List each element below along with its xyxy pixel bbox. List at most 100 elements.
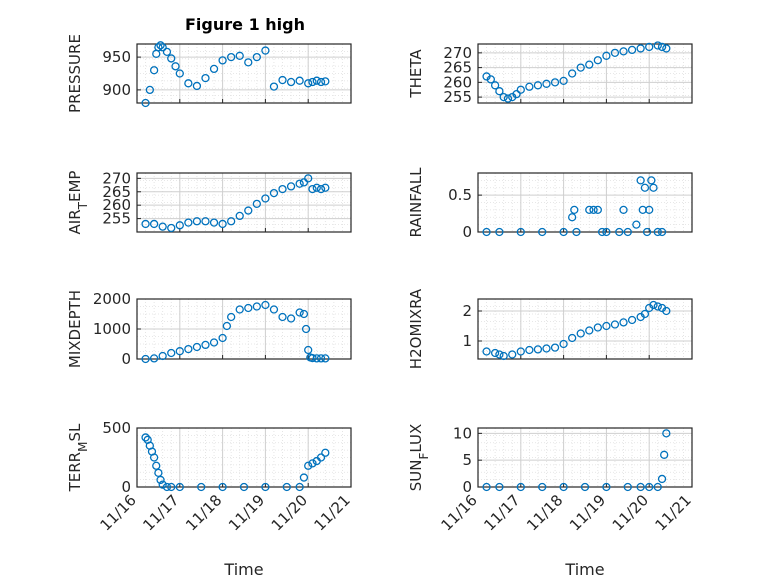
data-point <box>295 308 304 317</box>
y-axis-label-4: RAINFALL <box>407 167 425 238</box>
data-point <box>495 87 504 96</box>
data-point <box>538 227 547 237</box>
data-point <box>321 77 330 86</box>
data-point <box>559 76 568 86</box>
data-point <box>218 482 227 492</box>
data-point <box>550 78 560 87</box>
subplot-8: 0 5 10 11/16 11/17 11/18 11/19 11/20 11/21 Time SU… <box>407 424 695 579</box>
data-point <box>615 227 624 237</box>
data-point <box>244 206 253 215</box>
axes-box <box>477 172 693 233</box>
subplot-4: 0 0.5 RAINFALL <box>407 167 693 241</box>
data-point <box>499 92 508 102</box>
x-axis-label: Time <box>223 560 263 579</box>
data-point <box>570 205 579 215</box>
data-point <box>235 211 244 221</box>
y-axis-label-7: TERRMSL <box>66 423 90 492</box>
data-point <box>278 184 287 194</box>
data-point <box>201 340 210 350</box>
data-point <box>261 482 270 492</box>
data-point <box>486 75 495 84</box>
subplot-7: 0 500 11/16 11/17 11/18 11/19 11/20 11/21 Time TE… <box>66 419 354 579</box>
data-point <box>149 453 159 462</box>
data-point <box>295 482 304 492</box>
data-point <box>218 333 227 343</box>
data-point <box>516 347 525 356</box>
data-point <box>542 79 551 88</box>
data-point <box>568 333 577 343</box>
axes-box <box>136 427 352 488</box>
data-point <box>295 179 304 188</box>
y-tick-label: 5 <box>462 451 472 469</box>
data-point <box>278 312 287 322</box>
data-point <box>175 221 184 230</box>
data-point <box>640 183 650 192</box>
data-point <box>653 41 662 50</box>
data-point <box>657 227 667 237</box>
y-tick-label: 260 <box>102 196 131 214</box>
data-point <box>662 44 671 53</box>
y-tick-label: 0 <box>121 350 131 368</box>
y-axis-label-1: PRESSURE <box>66 34 84 113</box>
data-point <box>653 482 662 492</box>
data-point <box>154 43 163 52</box>
data-point <box>158 351 167 361</box>
data-point <box>235 51 244 60</box>
data-point <box>149 354 159 363</box>
data-point <box>282 482 291 492</box>
x-tick-label: 11/18 <box>523 491 566 534</box>
plot-area <box>478 428 692 487</box>
data-point <box>235 305 244 314</box>
data-point <box>495 482 504 492</box>
axes-box <box>136 172 352 233</box>
y-tick-label: 255 <box>443 88 472 106</box>
data-point <box>538 482 547 492</box>
y-tick-label: 10 <box>453 424 472 442</box>
data-point <box>580 482 590 492</box>
subplot-5: 0 1000 2000 MIXDEPTH <box>66 290 352 368</box>
data-point <box>184 344 193 354</box>
data-point <box>244 58 253 67</box>
x-axis-label: Time <box>564 560 604 579</box>
data-point <box>316 354 326 363</box>
data-point <box>316 453 326 462</box>
plot-area <box>478 299 692 359</box>
plot-area <box>478 173 692 232</box>
data-point <box>175 482 184 492</box>
data-point <box>141 98 150 108</box>
axes-box <box>477 43 693 104</box>
data-point <box>533 81 543 90</box>
data-point <box>316 77 326 87</box>
data-point <box>653 227 662 237</box>
data-point <box>589 205 598 215</box>
data-point <box>636 176 645 185</box>
data-point <box>167 54 176 63</box>
x-tick-label: 11/20 <box>268 491 311 534</box>
data-point <box>312 183 321 192</box>
data-point <box>610 48 620 57</box>
data-point <box>653 302 662 311</box>
data-point <box>227 312 236 322</box>
x-tick-label: 11/18 <box>182 491 225 534</box>
data-point <box>171 62 180 71</box>
data-point <box>149 66 159 75</box>
data-point <box>299 473 309 482</box>
data-point <box>657 474 667 484</box>
data-point <box>158 480 167 489</box>
data-point <box>269 188 279 198</box>
data-point <box>158 43 167 52</box>
data-point <box>627 45 637 55</box>
data-point <box>645 205 654 215</box>
data-point <box>610 320 620 329</box>
data-point <box>261 194 270 203</box>
data-point <box>602 482 611 492</box>
data-point <box>542 344 551 353</box>
data-point <box>218 56 227 65</box>
data-point <box>632 220 641 229</box>
data-point <box>602 321 611 331</box>
y-tick-label: 0 <box>462 223 472 241</box>
data-point <box>585 205 594 215</box>
data-point <box>301 324 311 334</box>
data-point <box>482 227 491 237</box>
